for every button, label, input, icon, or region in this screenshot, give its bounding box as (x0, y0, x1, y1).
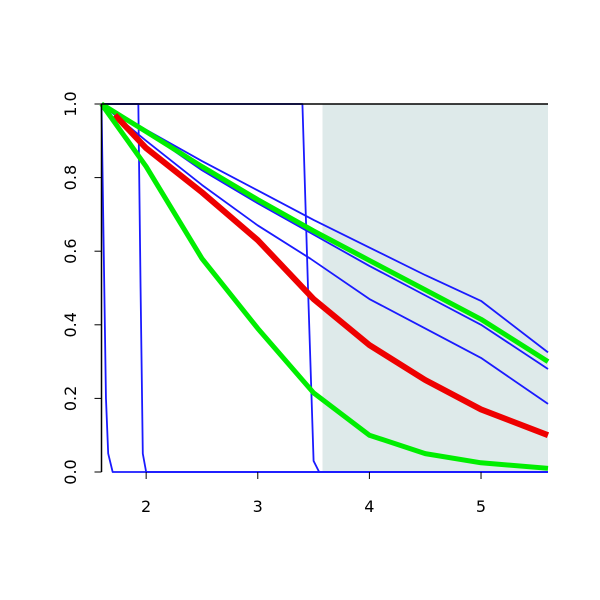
y-tick-label: 0.8 (61, 165, 80, 190)
y-tick-label: 0.0 (61, 459, 80, 484)
x-tick-label: 2 (141, 497, 151, 516)
y-tick-label: 1.0 (61, 91, 80, 116)
line (101, 103, 549, 354)
x-tick-label: 3 (253, 497, 263, 516)
x-tick-label: 4 (364, 497, 374, 516)
y-tick-label: 0.2 (61, 386, 80, 411)
y-tick-label: 0.4 (61, 312, 80, 337)
line (112, 112, 550, 439)
line (100, 101, 550, 364)
line (99, 102, 549, 471)
line (100, 103, 549, 405)
shaded-region (322, 104, 548, 472)
line (100, 103, 548, 473)
x-tick-label: 5 (476, 497, 486, 516)
y-tick-label: 0.6 (61, 238, 80, 263)
